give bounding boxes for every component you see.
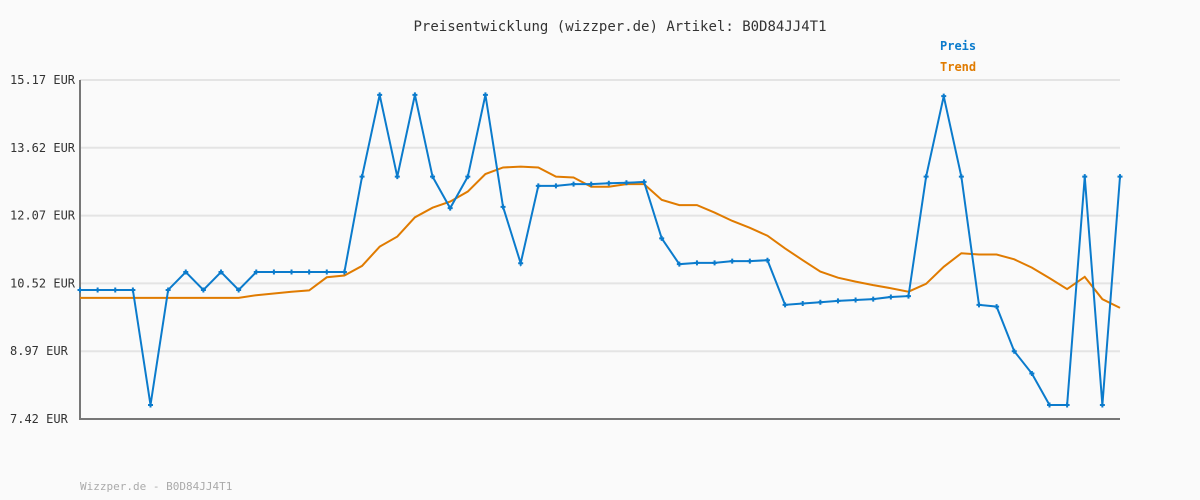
data-point	[676, 261, 682, 267]
data-point	[994, 304, 1000, 310]
footer-text: Wizzper.de - B0D84JJ4T1	[80, 480, 233, 493]
data-point	[253, 269, 259, 275]
data-point	[482, 92, 488, 98]
data-point	[905, 293, 911, 299]
data-point	[200, 287, 206, 293]
data-point	[465, 174, 471, 180]
data-point	[306, 269, 312, 275]
data-point	[1064, 402, 1070, 408]
data-point	[888, 294, 894, 300]
data-point	[747, 258, 753, 264]
data-point	[1029, 371, 1035, 377]
data-point	[712, 260, 718, 266]
data-point	[641, 179, 647, 185]
data-point	[694, 260, 700, 266]
data-point	[817, 299, 823, 305]
series-line-preis	[80, 94, 1121, 407]
data-point	[218, 269, 224, 275]
y-tick-label: 13.62 EUR	[10, 141, 76, 155]
data-point	[165, 287, 171, 293]
data-point	[923, 174, 929, 180]
data-point	[870, 296, 876, 302]
data-point	[571, 181, 577, 187]
data-point	[289, 269, 295, 275]
y-tick-label: 12.07 EUR	[10, 209, 76, 223]
data-point	[130, 287, 136, 293]
data-point	[853, 297, 859, 303]
data-point	[1046, 402, 1052, 408]
data-point	[606, 180, 612, 186]
data-point	[500, 204, 506, 210]
data-point	[1099, 402, 1105, 408]
data-point	[941, 93, 947, 99]
data-point	[430, 174, 436, 180]
y-tick-label: 7.42 EUR	[10, 412, 69, 426]
y-tick-label: 15.17 EUR	[10, 73, 76, 87]
data-point	[341, 269, 347, 275]
series-line-trend	[80, 165, 1121, 309]
data-point	[412, 92, 418, 98]
data-point	[764, 257, 770, 263]
chart-title: Preisentwicklung (wizzper.de) Artikel: B…	[413, 19, 827, 35]
data-point	[394, 174, 400, 180]
data-point	[112, 287, 118, 293]
y-tick-label: 10.52 EUR	[10, 276, 76, 290]
data-point	[623, 180, 629, 186]
data-point	[835, 298, 841, 304]
data-point	[729, 258, 735, 264]
data-point	[800, 301, 806, 307]
legend-trend: Trend	[940, 60, 977, 74]
data-point	[782, 302, 788, 308]
data-point	[95, 287, 101, 293]
legend-preis: Preis	[940, 39, 977, 53]
data-point	[359, 174, 365, 180]
data-point	[518, 260, 524, 266]
data-point	[535, 183, 541, 189]
data-point	[183, 269, 189, 275]
data-point	[976, 302, 982, 308]
data-point	[1117, 174, 1123, 180]
data-point	[1011, 348, 1017, 354]
data-point	[324, 269, 330, 275]
data-point	[1082, 174, 1088, 180]
data-point	[659, 235, 665, 241]
data-point	[447, 205, 453, 211]
data-point	[77, 287, 83, 293]
data-point	[553, 183, 559, 189]
data-point	[236, 287, 242, 293]
data-point	[958, 174, 964, 180]
data-point	[377, 92, 383, 98]
data-point	[148, 402, 154, 408]
data-point	[588, 181, 594, 187]
y-tick-label: 8.97 EUR	[10, 344, 69, 358]
data-point	[271, 269, 277, 275]
